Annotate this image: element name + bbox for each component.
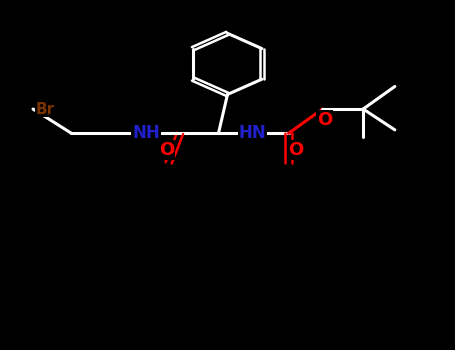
Text: Br: Br [35, 102, 55, 117]
Text: NH: NH [132, 124, 160, 142]
Text: HN: HN [238, 124, 266, 142]
Text: O: O [317, 111, 332, 129]
Text: O: O [288, 141, 303, 159]
Text: O: O [159, 141, 174, 159]
